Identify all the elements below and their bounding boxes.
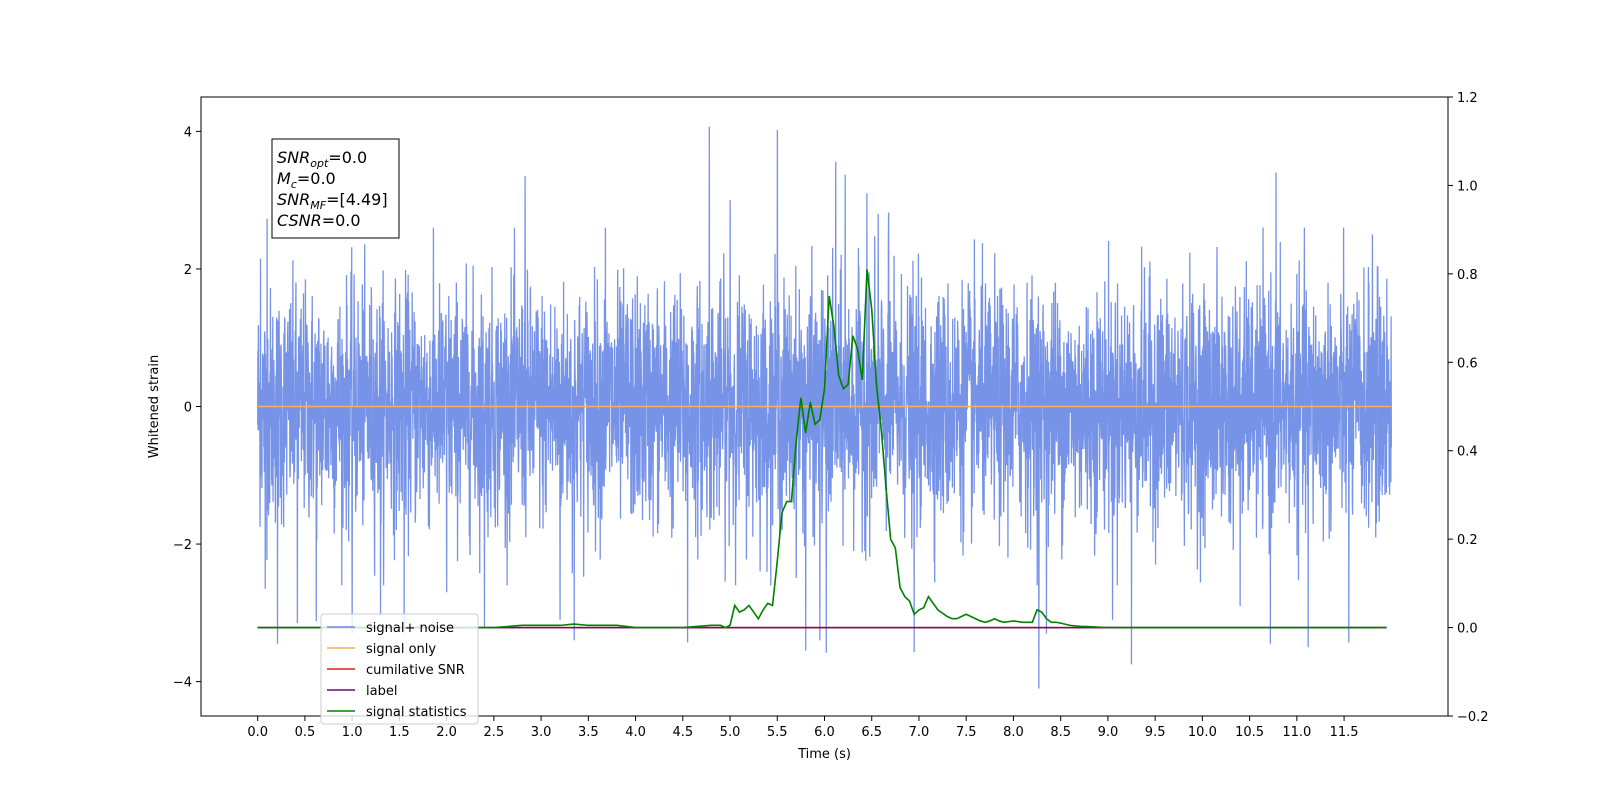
y-tick-label: 2 [184, 263, 192, 278]
x-tick-label: 11.0 [1282, 725, 1311, 740]
annotation-frame [271, 138, 400, 239]
x-tick-label: 11.5 [1330, 725, 1359, 740]
series-layer [257, 126, 1392, 689]
legend-label: signal only [366, 642, 436, 657]
y-tick-label: 0 [184, 401, 192, 416]
x-tick-label: 8.0 [1003, 725, 1024, 740]
y-tick-label: −2 [173, 538, 192, 553]
x-axis-label: Time (s) [797, 747, 851, 762]
x-tick-label: 4.0 [625, 725, 646, 740]
legend-label: signal+ noise [366, 621, 454, 636]
annotation-line: SNRopt=0.0 [277, 148, 367, 170]
x-tick-label: 10.0 [1188, 725, 1217, 740]
x-tick-label: 9.5 [1145, 725, 1166, 740]
x-tick-label: 2.5 [484, 725, 505, 740]
x-tick-label: 9.0 [1098, 725, 1119, 740]
legend-label: cumilative SNR [366, 663, 465, 678]
legend-label: signal statistics [366, 705, 467, 720]
y-tick-label: −4 [173, 676, 192, 691]
x-tick-label: 7.0 [909, 725, 930, 740]
y-axis-left: 4 2 0 −2 −4 [173, 125, 201, 691]
y2-tick-label: 1.2 [1457, 91, 1478, 106]
y2-tick-label: 0.8 [1457, 268, 1478, 283]
x-tick-label: 0.0 [247, 725, 268, 740]
legend-label: label [366, 684, 397, 699]
x-tick-label: 4.5 [672, 725, 693, 740]
legend-frame [320, 613, 479, 725]
annotation-line: Mc=0.0 [277, 169, 336, 191]
x-tick-label: 1.5 [389, 725, 410, 740]
y2-tick-label: −0.2 [1457, 710, 1489, 725]
x-tick-label: 2.0 [436, 725, 457, 740]
annotation-line: CSNR=0.0 [277, 211, 361, 230]
annotation-line: SNRMF=[4.49] [277, 190, 388, 212]
x-tick-label: 10.5 [1235, 725, 1264, 740]
y-tick-label: 4 [184, 125, 192, 140]
x-tick-label: 5.0 [720, 725, 741, 740]
x-axis: 0.0 0.5 1.0 1.5 2.0 2.5 3.0 3.5 4.0 4.5 5.0 5.5 6.0 6… [247, 716, 1359, 740]
x-tick-label: 1.0 [342, 725, 363, 740]
y2-tick-label: 0.4 [1457, 445, 1478, 460]
x-tick-label: 8.5 [1050, 725, 1071, 740]
x-tick-label: 7.5 [956, 725, 977, 740]
y2-tick-label: 1.0 [1457, 179, 1478, 194]
series-signal-statistics-line [257, 269, 1387, 629]
y-axis-right: 1.2 1.0 0.8 0.6 0.4 0.2 0.0 −0.2 [1448, 91, 1489, 725]
series-signal-noise-line [257, 126, 1392, 689]
y2-tick-label: 0.0 [1457, 622, 1478, 637]
x-tick-label: 0.5 [295, 725, 316, 740]
y2-tick-label: 0.6 [1457, 356, 1478, 371]
x-tick-label: 6.5 [861, 725, 882, 740]
x-tick-label: 5.5 [767, 725, 788, 740]
y-axis-label: Whitened strain [147, 355, 162, 458]
x-tick-label: 6.0 [814, 725, 835, 740]
x-tick-label: 3.5 [578, 725, 599, 740]
legend: signal+ noise signal only cumilative SNR la… [320, 613, 479, 725]
x-tick-label: 3.0 [531, 725, 552, 740]
y2-tick-label: 0.2 [1457, 533, 1478, 548]
plot-area: 0.0 0.5 1.0 1.5 2.0 2.5 3.0 3.5 4.0 4.5 5.0 5.5 6.0 6… [147, 91, 1489, 762]
